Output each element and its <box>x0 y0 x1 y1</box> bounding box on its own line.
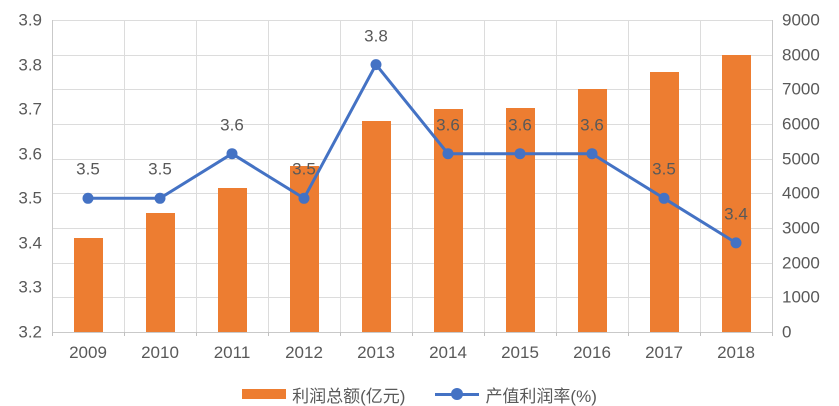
v-gridline <box>484 20 485 332</box>
right-axis-tick-label: 1000 <box>782 287 820 307</box>
line-point-label: 3.5 <box>292 159 316 179</box>
line-marker-2013[interactable] <box>370 59 382 71</box>
x-axis-category-label: 2012 <box>285 343 323 362</box>
bar-series-label: 利润总额(亿元) <box>292 386 406 406</box>
line-series-swatch-icon <box>435 388 480 400</box>
left-axis-tick-label: 3.8 <box>18 55 42 75</box>
bar-2009[interactable] <box>73 237 103 332</box>
x-axis-category-label: 2014 <box>429 343 467 362</box>
legend-item-bar-series[interactable]: 利润总额(亿元) <box>242 382 405 406</box>
right-axis-tick-label: 0 <box>782 322 792 342</box>
left-axis-tick-label: 3.2 <box>18 322 42 342</box>
bar-2018[interactable] <box>721 54 751 332</box>
bar-series-swatch-icon <box>242 389 287 399</box>
left-axis-tick-label: 3.6 <box>18 144 42 164</box>
v-gridline <box>268 20 269 332</box>
x-axis-tick <box>700 332 701 336</box>
x-axis-category-label: 2015 <box>501 343 539 362</box>
v-gridline <box>628 20 629 332</box>
x-axis-tick <box>268 332 269 336</box>
x-axis-tick <box>340 332 341 336</box>
right-axis-tick-label: 5000 <box>782 149 820 169</box>
v-gridline <box>196 20 197 332</box>
secondary-axis-line <box>772 20 773 332</box>
line-swatch-marker-icon <box>451 388 464 400</box>
left-axis-tick-label: 3.3 <box>18 277 42 297</box>
x-axis-tick <box>628 332 629 336</box>
line-point-label: 3.8 <box>364 26 388 46</box>
bar-2010[interactable] <box>145 212 175 332</box>
legend-item-line-series[interactable]: 产值利润率(%) <box>435 382 597 406</box>
right-axis-tick-label: 4000 <box>782 183 820 203</box>
bar-2012[interactable] <box>289 165 319 332</box>
line-point-label: 3.6 <box>220 115 244 135</box>
x-axis-tick <box>484 332 485 336</box>
left-axis-tick-label: 3.9 <box>18 10 42 30</box>
x-axis-tick <box>556 332 557 336</box>
x-axis-tick <box>196 332 197 336</box>
line-point-label: 3.5 <box>148 159 172 179</box>
right-axis-tick-label: 8000 <box>782 45 820 65</box>
x-axis-category-label: 2013 <box>357 343 395 362</box>
x-axis-category-label: 2018 <box>717 343 755 362</box>
x-axis-tick <box>124 332 125 336</box>
x-axis-category-label: 2010 <box>141 343 179 362</box>
x-axis-tick <box>412 332 413 336</box>
x-axis-tick <box>52 332 53 336</box>
line-point-label: 3.5 <box>76 159 100 179</box>
right-axis-tick-label: 2000 <box>782 253 820 273</box>
line-marker-2009[interactable] <box>82 192 94 204</box>
right-axis-tick-label: 3000 <box>782 218 820 238</box>
v-gridline <box>556 20 557 332</box>
x-axis-category-label: 2009 <box>69 343 107 362</box>
v-gridline <box>412 20 413 332</box>
left-axis-tick-label: 3.4 <box>18 233 42 253</box>
bar-2017[interactable] <box>649 71 679 332</box>
x-axis-category-label: 2016 <box>573 343 611 362</box>
bar-2014[interactable] <box>433 109 463 332</box>
right-axis-tick-label: 9000 <box>782 10 820 30</box>
y-axis-line <box>52 20 53 332</box>
right-axis-tick-label: 6000 <box>782 114 820 134</box>
v-gridline <box>340 20 341 332</box>
v-gridline <box>124 20 125 332</box>
line-point-label: 3.4 <box>724 204 748 224</box>
line-point-label: 3.6 <box>580 115 604 135</box>
line-series-label: 产值利润率(%) <box>485 386 597 406</box>
line-point-label: 3.6 <box>508 115 532 135</box>
x-axis-category-label: 2011 <box>213 343 251 362</box>
right-axis-tick-label: 7000 <box>782 79 820 99</box>
line-marker-2010[interactable] <box>154 192 166 204</box>
x-axis-tick <box>772 332 773 336</box>
bar-2013[interactable] <box>361 120 391 332</box>
legend: 利润总额(亿元) 产值利润率(%) <box>0 382 839 406</box>
bar-2015[interactable] <box>505 107 535 332</box>
line-point-label: 3.6 <box>436 115 460 135</box>
x-axis-category-label: 2017 <box>645 343 683 362</box>
left-axis-tick-label: 3.5 <box>18 188 42 208</box>
line-marker-2011[interactable] <box>226 148 238 160</box>
left-axis-tick-label: 3.7 <box>18 99 42 119</box>
line-point-label: 3.5 <box>652 159 676 179</box>
bar-2011[interactable] <box>217 187 247 332</box>
v-gridline <box>700 20 701 332</box>
